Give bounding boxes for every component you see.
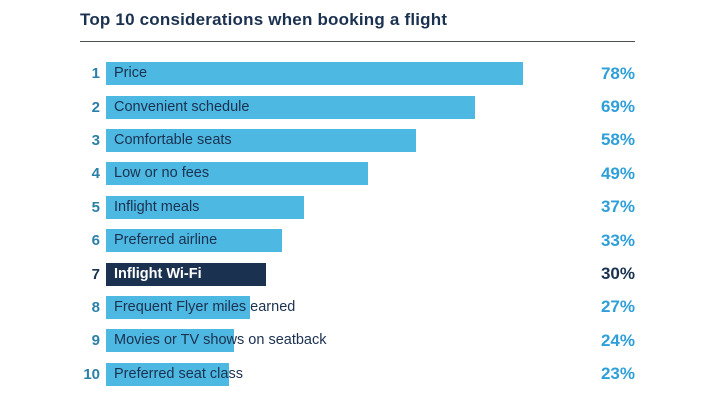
bar: Movies or TV shows on seatback <box>106 329 327 353</box>
value-label: 27% <box>600 297 635 317</box>
rank-label: 4 <box>91 165 100 183</box>
bar-track: Preferred airline <box>106 229 526 253</box>
value-label: 33% <box>600 230 635 250</box>
bar-label: Inflight meals <box>114 198 200 215</box>
value-label: 23% <box>600 364 635 384</box>
bar-track: Comfortable seats <box>106 128 526 152</box>
value-label: 69% <box>600 97 635 117</box>
bar-track: Inflight Wi-Fi <box>106 262 526 286</box>
chart-row: 3 Comfortable seats 58% <box>80 124 635 157</box>
bar-label: Convenient schedule <box>114 98 250 115</box>
bar-label: Low or no fees <box>114 165 210 182</box>
bar-label: Preferred airline <box>114 232 218 249</box>
title-underline <box>80 41 635 42</box>
bar: Convenient schedule <box>106 95 475 119</box>
chart-row: 7 Inflight Wi-Fi 30% <box>80 257 635 290</box>
bar-label: Frequent Flyer miles earned <box>114 298 296 315</box>
bar: Low or no fees <box>106 162 368 186</box>
bar: Price <box>106 62 523 86</box>
rank-label: 1 <box>91 65 100 83</box>
value-label: 24% <box>600 330 635 350</box>
rank-label: 6 <box>91 232 100 250</box>
bar: Comfortable seats <box>106 128 416 152</box>
bar-track: Frequent Flyer miles earned <box>106 295 526 319</box>
bar-track: Convenient schedule <box>106 95 526 119</box>
rank-label: 9 <box>91 332 100 350</box>
bar-label: Inflight Wi-Fi <box>114 265 202 282</box>
value-label: 78% <box>600 63 635 83</box>
value-label: 58% <box>600 130 635 150</box>
rank-label: 7 <box>91 265 100 283</box>
bar-track: Movies or TV shows on seatback <box>106 329 526 353</box>
chart-row: 5 Inflight meals 37% <box>80 191 635 224</box>
chart-row: 2 Convenient schedule 69% <box>80 90 635 123</box>
bar-track: Low or no fees <box>106 162 526 186</box>
bar: Preferred airline <box>106 229 282 253</box>
chart-row: 1 Price 78% <box>80 57 635 90</box>
bar-track: Inflight meals <box>106 195 526 219</box>
chart-row: 6 Preferred airline 33% <box>80 224 635 257</box>
bar-chart: 1 Price 78% 2 Convenient schedule 69% 3 … <box>80 57 635 391</box>
chart-row: 4 Low or no fees 49% <box>80 157 635 190</box>
rank-label: 10 <box>83 365 100 383</box>
bar-label: Movies or TV shows on seatback <box>114 332 327 349</box>
rank-label: 2 <box>91 98 100 116</box>
value-label: 49% <box>600 163 635 183</box>
bar: Frequent Flyer miles earned <box>106 295 295 319</box>
chart-row: 9 Movies or TV shows on seatback 24% <box>80 324 635 357</box>
bar: Inflight Wi-Fi <box>106 262 266 286</box>
chart-row: 8 Frequent Flyer miles earned 27% <box>80 291 635 324</box>
rank-label: 5 <box>91 198 100 216</box>
bar-label: Price <box>114 65 148 82</box>
chart-row: 10 Preferred seat class 23% <box>80 358 635 391</box>
rank-label: 8 <box>91 298 100 316</box>
bar-track: Price <box>106 62 526 86</box>
bar-label: Comfortable seats <box>114 131 232 148</box>
value-label: 37% <box>600 197 635 217</box>
bar-label: Preferred seat class <box>114 365 243 382</box>
bar: Preferred seat class <box>106 362 243 386</box>
bar-track: Preferred seat class <box>106 362 526 386</box>
bar: Inflight meals <box>106 195 304 219</box>
chart-title: Top 10 considerations when booking a fli… <box>80 10 448 29</box>
rank-label: 3 <box>91 131 100 149</box>
value-label: 30% <box>600 264 635 284</box>
